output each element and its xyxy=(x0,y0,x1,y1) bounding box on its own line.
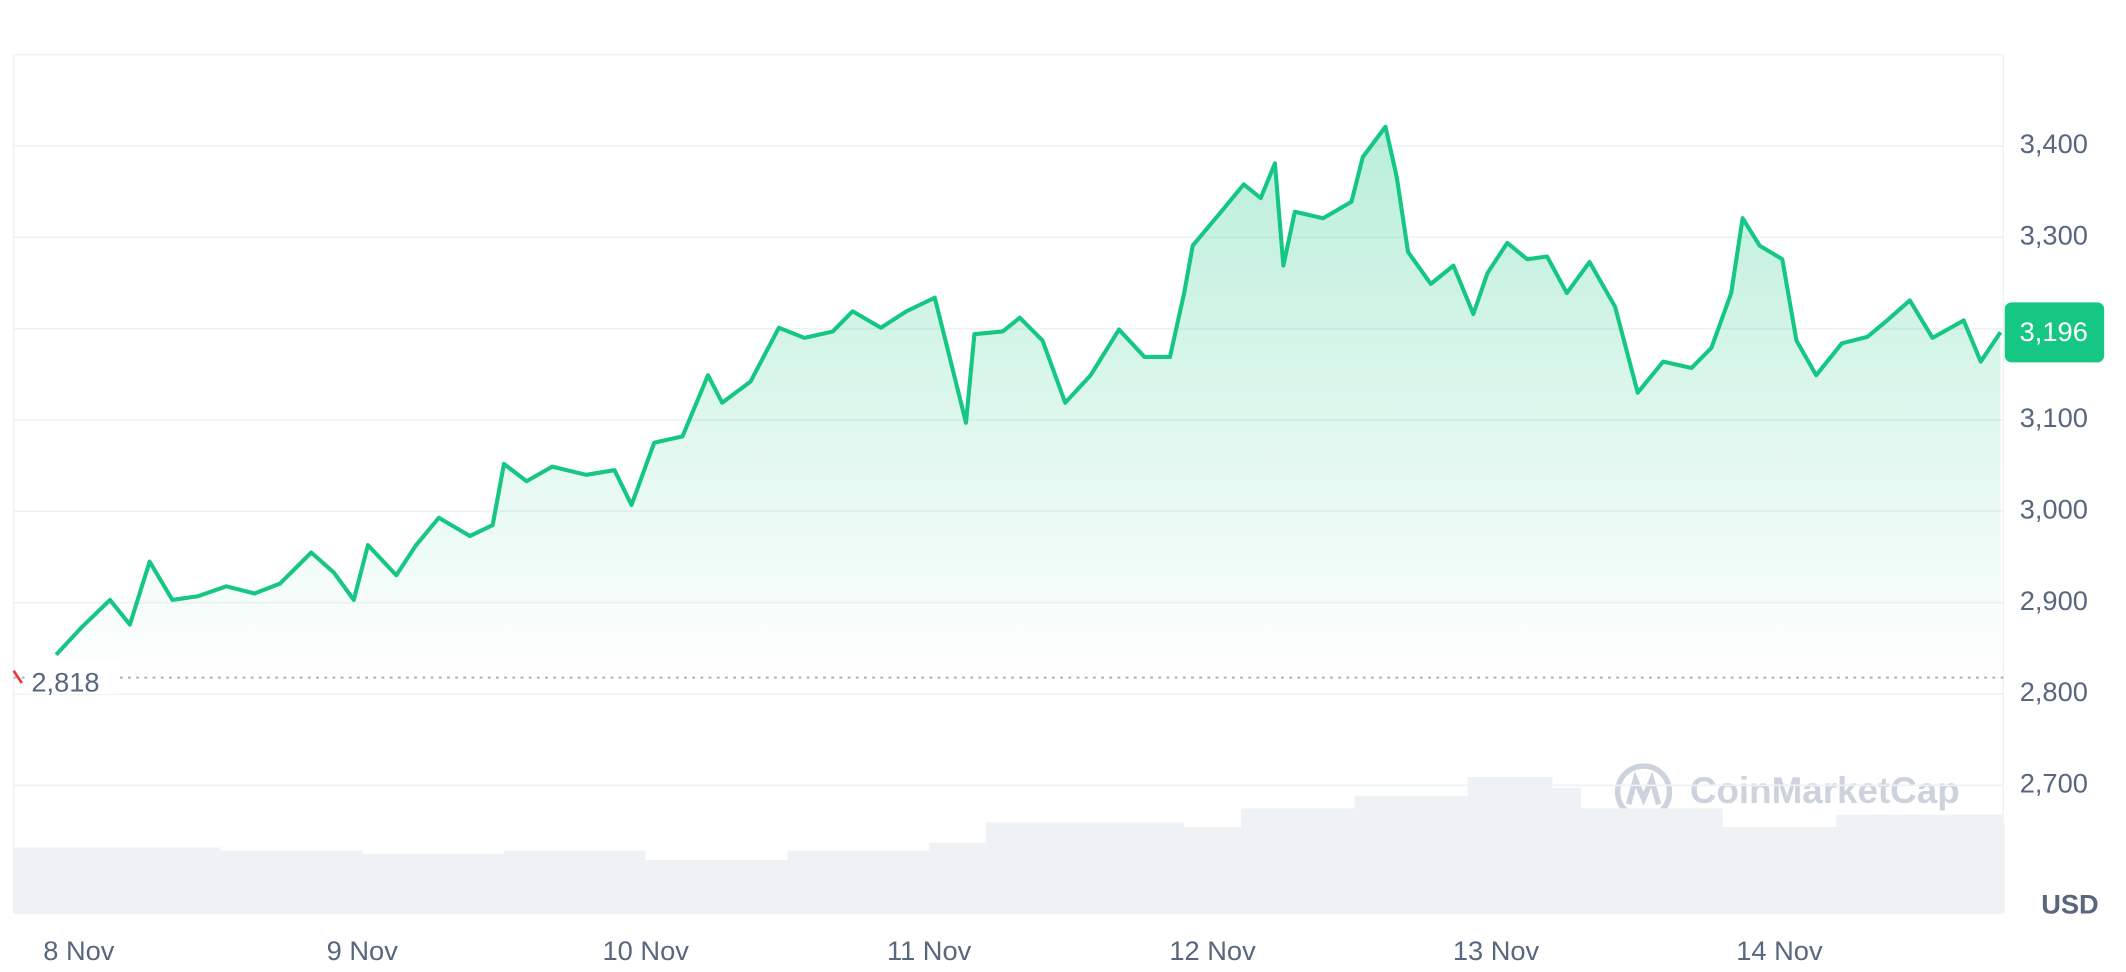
y-tick-label: 2,800 xyxy=(2020,676,2088,707)
volume-bar xyxy=(1836,814,2004,914)
x-tick-label: 8 Nov xyxy=(43,935,115,966)
volume-bar xyxy=(1722,827,1837,914)
current-price-badge xyxy=(2004,302,2105,363)
volume-bar xyxy=(1184,827,1241,914)
y-tick-label: 2,700 xyxy=(2020,768,2088,799)
reference-label-bg xyxy=(27,661,118,694)
current-price-label: 3,196 xyxy=(2020,316,2088,347)
volume-bar xyxy=(503,850,646,914)
volume-bar xyxy=(929,842,986,914)
volume-bar xyxy=(1467,776,1553,914)
watermark-text: CoinMarketCap xyxy=(1690,770,1960,811)
price-area xyxy=(56,126,2001,678)
volume-bar xyxy=(1552,787,1582,914)
y-tick-label: 3,300 xyxy=(2020,220,2088,251)
x-tick-label: 14 Nov xyxy=(1736,935,1823,966)
x-tick-label: 11 Nov xyxy=(887,935,972,966)
volume-bar xyxy=(787,850,930,914)
volume-bar xyxy=(1240,808,1355,914)
currency-label: USD xyxy=(2041,889,2099,920)
volume-bar xyxy=(645,859,788,914)
y-tick-label: 2,900 xyxy=(2020,585,2088,616)
volume-bar xyxy=(220,850,363,914)
volume-bar xyxy=(362,853,504,914)
x-tick-label: 9 Nov xyxy=(327,935,399,966)
x-tick-label: 12 Nov xyxy=(1169,935,1256,966)
price-line xyxy=(54,124,2003,657)
volume-bar xyxy=(13,847,221,914)
reference-label: 2,818 xyxy=(31,667,99,698)
volume-bar xyxy=(985,822,1185,914)
x-tick-label: 13 Nov xyxy=(1453,935,1540,966)
y-tick-label: 3,100 xyxy=(2020,402,2088,433)
x-tick-label: 10 Nov xyxy=(603,935,690,966)
reference-marker xyxy=(12,670,23,684)
volume-bar xyxy=(1581,808,1723,914)
y-tick-label: 3,400 xyxy=(2020,128,2088,159)
watermark: CoinMarketCap xyxy=(1614,763,1960,821)
volume-bar xyxy=(2003,822,2005,914)
y-tick-label: 3,000 xyxy=(2020,494,2088,525)
volume-bar xyxy=(1354,795,1468,914)
